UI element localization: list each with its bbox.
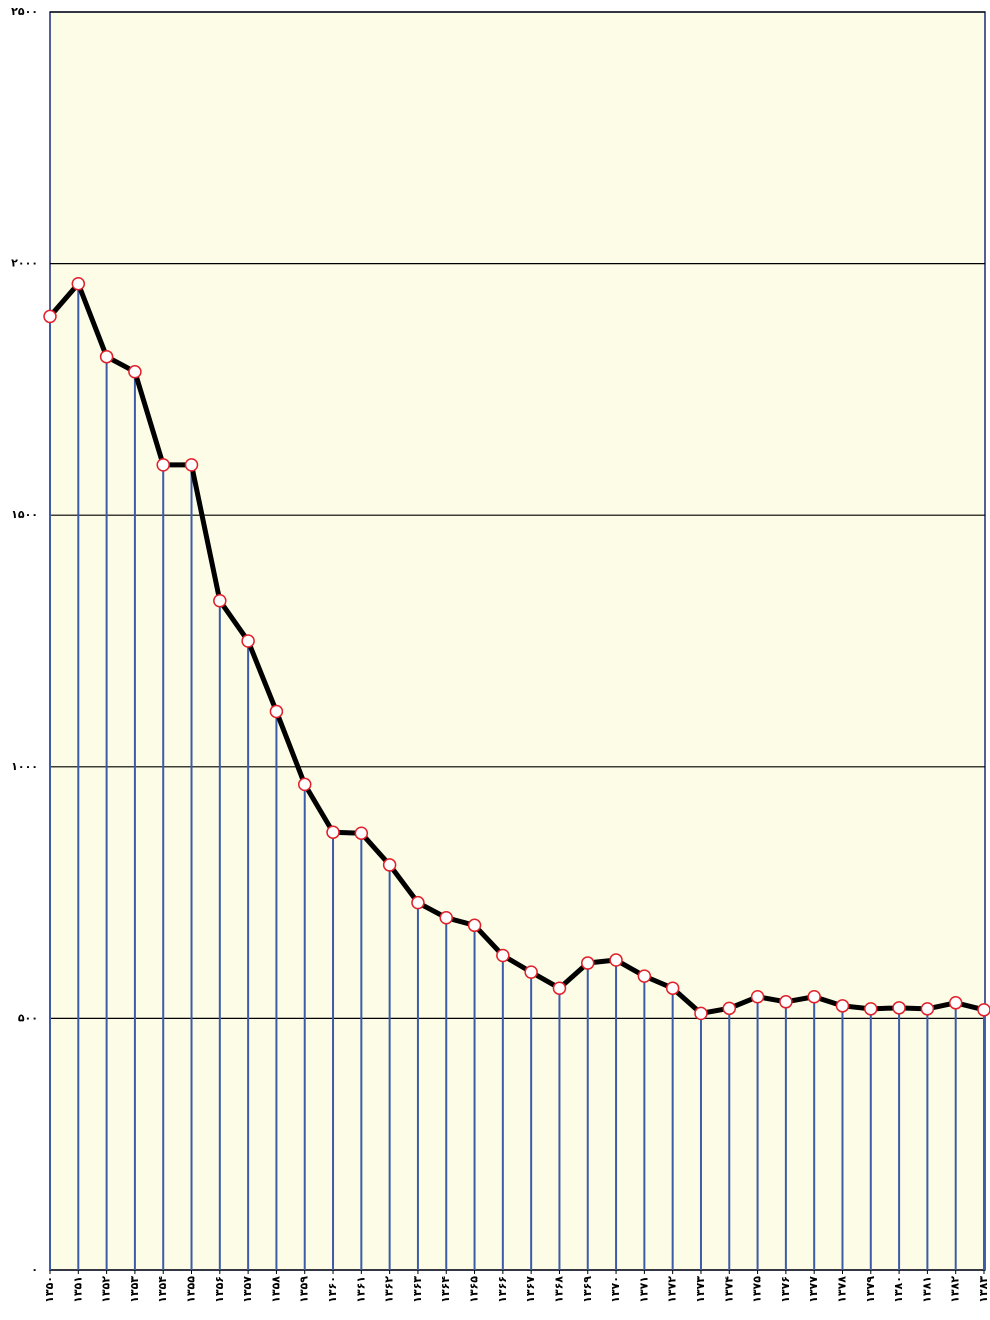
y-tick-label: ۵۰۰ [18, 1011, 38, 1024]
marker [439, 911, 453, 925]
marker [864, 1002, 878, 1016]
marker [722, 1001, 737, 1016]
marker [694, 1006, 708, 1021]
x-tick-label: ۱۳۶۳ [411, 1276, 424, 1303]
marker [750, 990, 765, 1004]
marker [411, 895, 425, 910]
marker [609, 953, 623, 967]
marker [552, 981, 567, 995]
x-tick-label: ۱۳۷۷ [807, 1276, 820, 1303]
x-tick-label: ۱۳۶۹ [581, 1276, 594, 1303]
x-tick-label: ۱۳۸۳ [977, 1276, 990, 1303]
x-tick-label: ۱۳۷۸ [835, 1276, 848, 1303]
marker [156, 458, 170, 472]
x-tick-label: ۱۳۸۲ [949, 1276, 962, 1303]
y-tick-label: ۲۰۰۰ [11, 257, 38, 270]
marker [241, 634, 255, 648]
x-tick-label: ۱۳۵۵ [185, 1276, 198, 1303]
x-tick-label: ۱۳۶۸ [552, 1276, 565, 1303]
x-tick-label: ۱۳۶۷ [524, 1276, 537, 1303]
marker [297, 777, 312, 792]
x-tick-label: ۱۳۷۹ [864, 1276, 877, 1303]
x-tick-label: ۱۳۷۵ [751, 1276, 764, 1303]
marker [948, 996, 963, 1010]
x-tick-label: ۱۳۶۵ [468, 1276, 481, 1303]
x-tick-label: ۱۳۵۲ [100, 1276, 113, 1303]
marker [99, 349, 114, 364]
marker [977, 1003, 990, 1017]
x-tick-label: ۱۳۵۱ [71, 1276, 84, 1303]
marker [269, 704, 284, 719]
x-tick-label: ۱۳۷۰ [609, 1276, 622, 1303]
marker [496, 948, 510, 963]
x-tick-label: ۱۳۵۴ [156, 1276, 169, 1303]
x-tick-label: ۱۳۶۲ [383, 1276, 396, 1303]
plot-area [49, 11, 986, 1271]
x-tick-label: ۱۳۸۱ [920, 1276, 933, 1303]
marker [524, 965, 538, 979]
marker [213, 593, 227, 608]
x-tick-label: ۱۳۵۷ [241, 1276, 254, 1303]
x-tick-label: ۱۳۷۳ [694, 1276, 707, 1303]
x-tick-label: ۱۳۷۲ [666, 1276, 679, 1303]
x-tick-label: ۱۳۷۶ [779, 1276, 792, 1303]
x-tick-label: ۱۳۵۸ [269, 1276, 282, 1303]
y-tick-label: ۲۵۰۰ [11, 5, 38, 18]
marker [665, 981, 680, 995]
marker [382, 858, 397, 872]
marker [892, 1001, 906, 1015]
x-tick-label: ۱۳۵۹ [298, 1276, 311, 1303]
x-tick-label: ۱۳۵۳ [128, 1276, 141, 1303]
marker [779, 995, 793, 1009]
x-tick-label: ۱۳۷۱ [637, 1276, 650, 1303]
marker [128, 365, 142, 379]
marker [184, 458, 199, 472]
marker [467, 918, 482, 933]
x-tick-label: ۱۳۶۶ [496, 1276, 509, 1303]
x-tick-label: ۱۳۸۰ [892, 1276, 905, 1303]
marker [71, 276, 86, 291]
marker [807, 990, 821, 1004]
marker [637, 969, 652, 983]
marker [43, 309, 57, 324]
x-tick-label: ۱۳۵۰ [43, 1276, 56, 1303]
line [48, 281, 985, 1016]
y-tick-label: ۱۰۰۰ [11, 760, 38, 773]
marker [920, 1002, 935, 1016]
marker [354, 826, 369, 840]
y-tick-label: ۱۵۰۰ [11, 508, 38, 521]
marker [326, 825, 340, 839]
x-tick-label: ۱۳۶۴ [439, 1276, 452, 1303]
x-tick-label: ۱۳۶۰ [326, 1276, 339, 1303]
x-tick-label: ۱۳۷۴ [722, 1276, 735, 1303]
marker [835, 999, 850, 1013]
x-tick-label: ۱۳۵۶ [213, 1276, 226, 1303]
x-tick-label: ۱۳۶۱ [354, 1276, 367, 1303]
marker [581, 956, 595, 970]
y-tick-label: ۰ [31, 1263, 38, 1276]
